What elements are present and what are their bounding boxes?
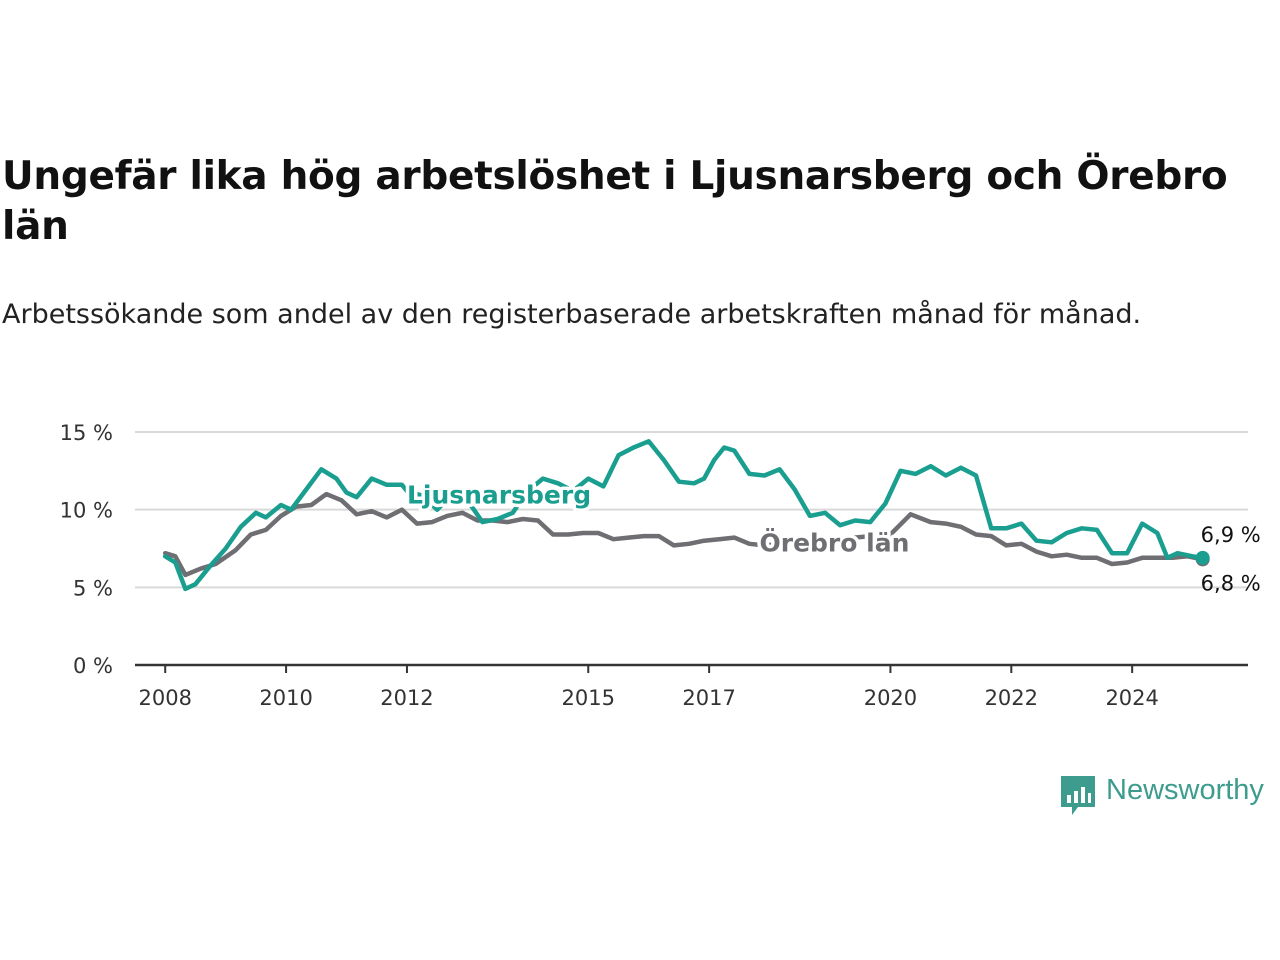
x-tick-label: 2022: [985, 686, 1038, 710]
newsworthy-logo-icon: [1061, 776, 1095, 815]
x-tick-label: 2015: [562, 686, 615, 710]
y-tick-label: 0 %: [73, 654, 113, 678]
x-tick-label: 2020: [864, 686, 917, 710]
chart-title: Ungefär lika hög arbetslöshet i Ljusnars…: [2, 154, 1228, 249]
chart-subtitle: Arbetssökande som andel av den registerb…: [2, 299, 1142, 330]
y-tick-label: 10 %: [60, 499, 113, 523]
x-tick-label: 2017: [682, 686, 735, 710]
series-end-value: 6,8 %: [1201, 571, 1261, 595]
series-name-label: Örebro län: [759, 528, 909, 558]
y-tick-label: 15 %: [60, 421, 113, 445]
x-axis-ticks: 2008 2010 2012 2015 2017 2020 2022 2024: [138, 665, 1159, 710]
x-tick-label: 2010: [259, 686, 312, 710]
x-tick-label: 2024: [1105, 686, 1158, 710]
series-name-label: Ljusnarsberg: [407, 480, 591, 509]
y-tick-label: 5 %: [73, 576, 113, 600]
grid-lines: [135, 431, 1248, 589]
x-tick-label: 2012: [380, 686, 433, 710]
series-lines: [162, 439, 1210, 592]
series-end-point: [1195, 550, 1210, 565]
y-axis-ticks: 0 % 5 % 10 % 15 %: [60, 421, 113, 678]
series-line: [162, 439, 1205, 592]
series-end-value: 6,9 %: [1201, 523, 1261, 547]
series-labels: Ljusnarsberg Örebro län 6,9 % 6,8 %: [403, 477, 1261, 595]
x-tick-label: 2008: [138, 686, 191, 710]
line-chart: 0 %5 %10 %15 % 2008 2010 2012 2015 2017 2020 2…: [60, 421, 1261, 710]
series-line: [162, 491, 1205, 578]
brand-name: Newsworthy: [1106, 774, 1264, 806]
